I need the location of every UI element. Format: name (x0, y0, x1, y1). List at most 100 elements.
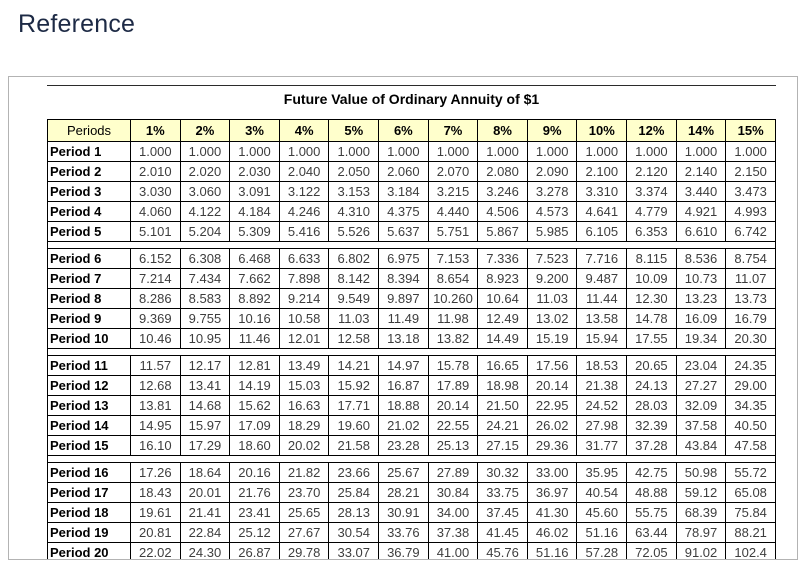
value-cell: 6.610 (675, 221, 727, 242)
value-cell: 4.184 (229, 201, 280, 222)
spacer-cell (47, 241, 776, 249)
value-cell: 14.78 (626, 308, 677, 329)
value-cell: 13.23 (675, 288, 727, 309)
value-cell: 3.310 (576, 181, 628, 202)
value-cell: 22.84 (179, 522, 231, 543)
value-cell: 16.65 (477, 355, 528, 376)
value-cell: 28.03 (626, 395, 677, 416)
value-cell: 7.434 (179, 268, 231, 289)
spacer-row (47, 455, 776, 463)
column-header: 2% (179, 119, 231, 142)
value-cell: 41.45 (477, 522, 528, 543)
value-cell: 41.00 (427, 542, 479, 559)
value-cell: 41.30 (526, 502, 578, 523)
value-cell: 3.473 (725, 181, 776, 202)
table-row: Period 18 19.61 21.41 23.41 25.65 28.13 30.91 3… (47, 502, 776, 523)
value-cell: 17.55 (626, 328, 677, 349)
value-cell: 22.55 (427, 415, 479, 436)
value-cell: 24.52 (576, 395, 628, 416)
value-cell: 3.440 (675, 181, 727, 202)
column-header: 9% (526, 119, 578, 142)
column-header: Periods (47, 119, 131, 142)
value-cell: 12.01 (278, 328, 330, 349)
row-label: Period 9 (47, 308, 131, 329)
annuity-table-container: Future Value of Ordinary Annuity of $1 P… (47, 85, 776, 559)
value-cell: 8.583 (179, 288, 231, 309)
page-title: Reference (18, 10, 136, 38)
value-cell: 13.82 (427, 328, 479, 349)
value-cell: 25.13 (427, 435, 479, 456)
reference-panel[interactable]: Future Value of Ordinary Annuity of $1 P… (8, 76, 798, 560)
value-cell: 47.58 (725, 435, 776, 456)
value-cell: 10.09 (626, 268, 677, 289)
value-cell: 11.46 (229, 328, 280, 349)
value-cell: 22.02 (130, 542, 181, 559)
value-cell: 17.56 (526, 355, 578, 376)
value-cell: 25.12 (229, 522, 280, 543)
value-cell: 26.02 (526, 415, 578, 436)
value-cell: 9.214 (278, 288, 330, 309)
value-cell: 3.122 (278, 181, 330, 202)
value-cell: 68.39 (675, 502, 727, 523)
table-row: Period 17 18.43 20.01 21.76 23.70 25.84 28.21 3… (47, 482, 776, 503)
row-label: Period 6 (47, 248, 131, 269)
column-header: 8% (477, 119, 528, 142)
value-cell: 3.030 (130, 181, 181, 202)
value-cell: 75.84 (725, 502, 776, 523)
value-cell: 10.58 (278, 308, 330, 329)
value-cell: 5.526 (328, 221, 380, 242)
value-cell: 11.03 (526, 288, 578, 309)
value-cell: 28.21 (378, 482, 429, 503)
value-cell: 7.716 (576, 248, 628, 269)
value-cell: 16.09 (675, 308, 727, 329)
value-cell: 16.79 (725, 308, 776, 329)
value-cell: 2.070 (427, 161, 479, 182)
value-cell: 18.53 (576, 355, 628, 376)
value-cell: 13.73 (725, 288, 776, 309)
value-cell: 8.536 (675, 248, 727, 269)
value-cell: 30.84 (427, 482, 479, 503)
value-cell: 5.101 (130, 221, 181, 242)
value-cell: 19.61 (130, 502, 181, 523)
value-cell: 1.000 (725, 141, 776, 162)
value-cell: 10.73 (675, 268, 727, 289)
value-cell: 45.76 (477, 542, 528, 559)
value-cell: 55.75 (626, 502, 677, 523)
column-header: 6% (378, 119, 429, 142)
value-cell: 8.115 (626, 248, 677, 269)
value-cell: 1.000 (427, 141, 479, 162)
value-cell: 1.000 (576, 141, 628, 162)
value-cell: 12.81 (229, 355, 280, 376)
value-cell: 27.98 (576, 415, 628, 436)
value-cell: 2.020 (179, 161, 231, 182)
row-label: Period 4 (47, 201, 131, 222)
value-cell: 14.68 (179, 395, 231, 416)
value-cell: 21.58 (328, 435, 380, 456)
value-cell: 4.122 (179, 201, 231, 222)
value-cell: 2.090 (526, 161, 578, 182)
value-cell: 23.70 (278, 482, 330, 503)
value-cell: 17.26 (130, 462, 181, 483)
value-cell: 18.29 (278, 415, 330, 436)
value-cell: 13.02 (526, 308, 578, 329)
table-row: Period 7 7.214 7.434 7.662 7.898 8.142 8.394 8.… (47, 268, 776, 289)
row-label: Period 7 (47, 268, 131, 289)
column-header: 15% (725, 119, 776, 142)
value-cell: 8.923 (477, 268, 528, 289)
value-cell: 33.76 (378, 522, 429, 543)
value-cell: 2.100 (576, 161, 628, 182)
value-cell: 1.000 (328, 141, 380, 162)
row-label: Period 17 (47, 482, 131, 503)
table-row: Period 15 16.10 17.29 18.60 20.02 21.58 23.28 2… (47, 435, 776, 456)
value-cell: 2.150 (725, 161, 776, 182)
value-cell: 48.88 (626, 482, 677, 503)
value-cell: 37.45 (477, 502, 528, 523)
value-cell: 102.4 (725, 542, 776, 559)
value-cell: 6.152 (130, 248, 181, 269)
value-cell: 6.468 (229, 248, 280, 269)
value-cell: 26.87 (229, 542, 280, 559)
value-cell: 5.204 (179, 221, 231, 242)
value-cell: 7.523 (526, 248, 578, 269)
table-row: Period 16 17.26 18.64 20.16 21.82 23.66 25.67 2… (47, 462, 776, 483)
value-cell: 9.755 (179, 308, 231, 329)
